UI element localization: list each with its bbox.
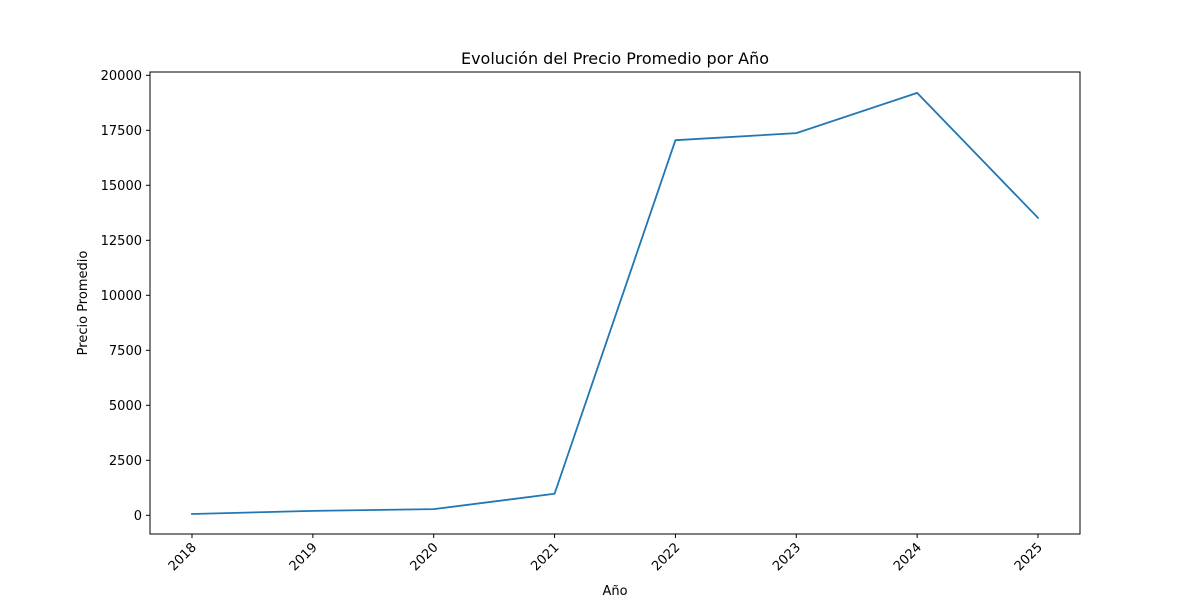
y-tick-label: 5000	[109, 399, 142, 414]
plot-frame	[149, 71, 1081, 535]
y-tick-label: 12500	[101, 234, 142, 249]
y-tick-label: 0	[134, 509, 142, 524]
y-axis-label: Precio Promedio	[76, 251, 91, 356]
series-layer	[191, 92, 1040, 515]
series-line	[191, 92, 1040, 515]
chart-title: Evolución del Precio Promedio por Año	[461, 49, 769, 68]
y-tick-label: 2500	[109, 454, 142, 469]
y-tick-label: 20000	[101, 69, 142, 84]
y-tick-label: 7500	[109, 344, 142, 359]
y-tick-label: 17500	[101, 124, 142, 139]
y-tick-label: 10000	[101, 289, 142, 304]
y-tick-label: 15000	[101, 179, 142, 194]
x-axis-label: Año	[602, 584, 627, 599]
y-axis: 0 2500 5000 7500 10000 12500 15000 17500 20000	[101, 69, 150, 524]
